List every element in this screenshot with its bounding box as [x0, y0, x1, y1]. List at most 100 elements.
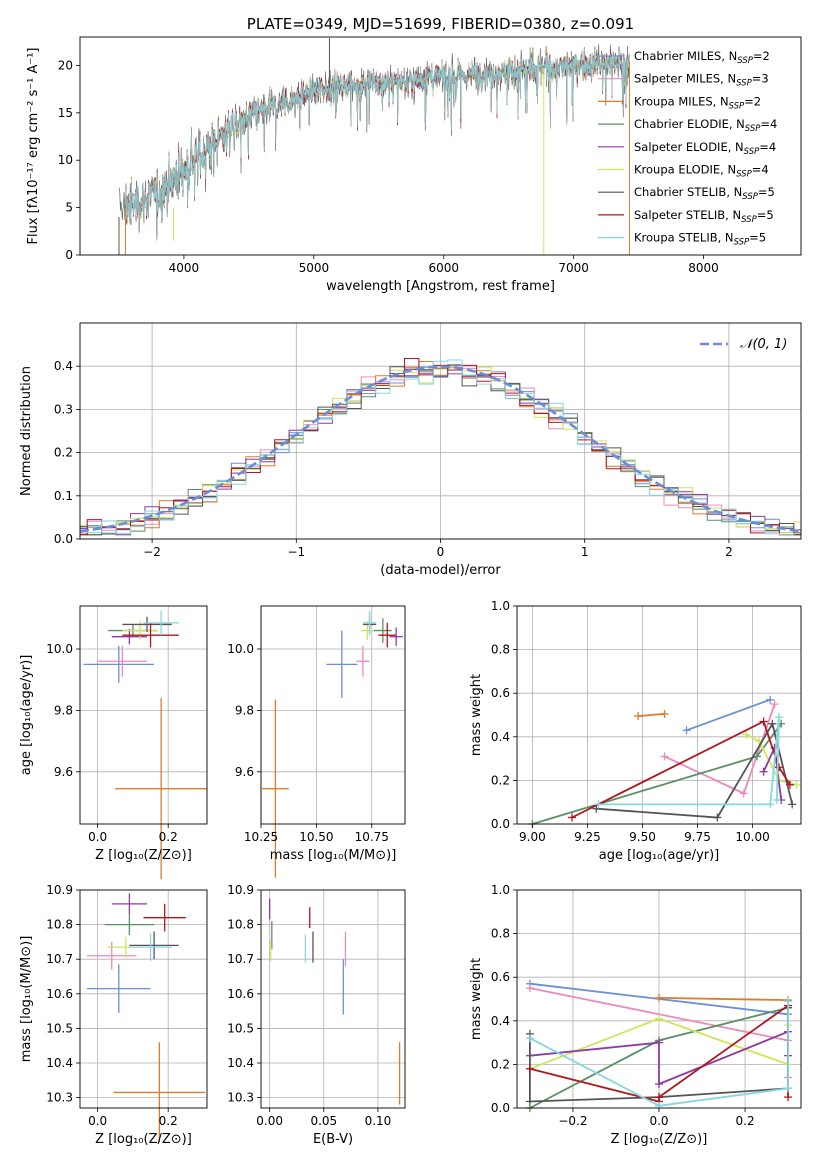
- legend-label: 𝒩(0, 1): [740, 337, 787, 352]
- y-axis-label: Normed distribution: [19, 366, 34, 496]
- axes-frame: [260, 889, 406, 1109]
- mass-weight-vs-age-chart: 9.00 9.25 9.50 9.75 10.00 0.0 0.2 0.4 0.6 0.8 1.0 a…: [469, 599, 802, 863]
- x-tick-label: 1: [581, 545, 589, 559]
- x-tick-label: −2: [143, 545, 161, 559]
- legend-label: Chabrier ELODIE, NSSP=4: [634, 117, 777, 134]
- x-tick-label: 0.2: [159, 1114, 178, 1128]
- y-tick-label: 0.3: [54, 402, 73, 416]
- y-tick-label: 9.6: [235, 765, 254, 779]
- x-tick-label: −1: [287, 545, 305, 559]
- x-tick-label: 7000: [558, 261, 589, 275]
- y-tick-label: 10.7: [46, 952, 73, 966]
- normal-distribution-curve: [80, 365, 801, 533]
- x-tick-label: 9.75: [684, 830, 711, 844]
- y-tick-label: 0.2: [54, 446, 73, 460]
- y-tick-label: 0.6: [491, 970, 510, 984]
- x-tick-label: 0.10: [365, 1114, 392, 1128]
- legend-label: Chabrier MILES, NSSP=2: [634, 49, 770, 66]
- y-tick-label: 10.0: [46, 642, 73, 656]
- x-tick-label: 9.00: [519, 830, 546, 844]
- x-axis-label: Z [log₁₀(Z/Z⊙)]: [95, 1132, 192, 1147]
- y-tick-label: 10.3: [46, 1091, 73, 1105]
- y-tick-label: 10.4: [46, 1056, 73, 1070]
- x-axis-label: age [log₁₀(age/yr)]: [599, 848, 720, 863]
- y-tick-label: 1.0: [491, 883, 510, 897]
- legend-label: Salpeter ELODIE, NSSP=4: [634, 140, 776, 157]
- y-axis-label: age [log₁₀(age/yr)]: [19, 655, 34, 776]
- y-tick-label: 10.0: [227, 642, 254, 656]
- y-tick-label: 0.1: [54, 489, 73, 503]
- y-tick-label: 0.8: [491, 927, 510, 941]
- x-axis-label: wavelength [Angstrom, rest frame]: [326, 279, 555, 294]
- y-tick-label: 9.6: [54, 765, 73, 779]
- mass-weight-line: [596, 721, 794, 819]
- x-tick-label: 0.05: [310, 1114, 337, 1128]
- spectrum-legend: Chabrier MILES, NSSP=2 Salpeter MILES, NS…: [598, 49, 777, 248]
- x-tick-label: 10.25: [244, 830, 278, 844]
- y-tick-label: 10.3: [227, 1091, 254, 1105]
- y-tick-label: 0.4: [54, 359, 73, 373]
- y-tick-label: 0.8: [491, 643, 510, 657]
- age-vs-Z-chart: 0.0 0.2 9.6 9.8 10.0 Z [log₁₀(Z/Z⊙)] age [log₁…: [19, 605, 208, 880]
- y-axis-label: mass [log₁₀(M/M⊙)]: [19, 936, 34, 1063]
- spectrum-series-line: [125, 50, 630, 241]
- x-axis-label: mass [log₁₀(M/M⊙)]: [270, 848, 397, 863]
- x-tick-label: 0.0: [88, 1114, 107, 1128]
- x-tick-label: −0.2: [558, 1114, 587, 1128]
- mass-weight-line: [658, 997, 789, 1001]
- y-tick-label: 0.2: [491, 773, 510, 787]
- y-tick-label: 10.9: [227, 883, 254, 897]
- y-tick-label: 10.8: [227, 918, 254, 932]
- y-axis-label: Flux [fλ10⁻¹⁷ erg cm⁻² s⁻¹ A⁻¹]: [26, 48, 41, 245]
- x-tick-label: 6000: [428, 261, 459, 275]
- x-axis-label: E(B-V): [313, 1132, 353, 1147]
- x-tick-label: 10.00: [735, 830, 769, 844]
- x-tick-label: 2: [725, 545, 733, 559]
- y-tick-label: 10.5: [227, 1021, 254, 1035]
- x-tick-label: 0.00: [256, 1114, 283, 1128]
- legend-label: Kroupa ELODIE, NSSP=4: [634, 163, 769, 180]
- y-tick-label: 1.0: [491, 599, 510, 613]
- x-tick-label: 9.50: [629, 830, 656, 844]
- y-tick-label: 0: [65, 248, 73, 262]
- y-tick-label: 10.7: [227, 952, 254, 966]
- axes-frame: [260, 605, 406, 825]
- y-axis-label: mass weight: [469, 674, 484, 756]
- y-tick-label: 0.2: [491, 1057, 510, 1071]
- x-axis-label: (data-model)/error: [380, 563, 501, 578]
- mass-weight-line: [529, 1001, 789, 1107]
- legend-label: Salpeter MILES, NSSP=3: [634, 72, 769, 89]
- axes-frame: [79, 889, 208, 1109]
- y-tick-label: 10.8: [46, 918, 73, 932]
- legend-label: Chabrier STELIB, NSSP=5: [634, 185, 775, 202]
- x-tick-label: 0.2: [736, 1114, 755, 1128]
- y-tick-label: 10.5: [46, 1021, 73, 1035]
- age-vs-mass-chart: 10.25 10.50 10.75 9.6 9.8 10.0 mass [log₁₀(M/M…: [227, 605, 406, 878]
- residual-histogram: [80, 358, 801, 536]
- spectrum-chart: 4000 5000 6000 7000 8000 0 5 10 15 20 wavelength […: [26, 15, 802, 294]
- y-tick-label: 10.4: [227, 1056, 254, 1070]
- x-tick-label: 9.25: [574, 830, 601, 844]
- y-tick-label: 20: [58, 58, 73, 72]
- y-tick-label: 0.4: [491, 730, 510, 744]
- mass-weight-vs-Z-chart: −0.2 0.0 0.2 0.0 0.2 0.4 0.6 0.8 1.0 Z [log₁₀(Z/Z…: [469, 883, 802, 1147]
- x-tick-label: 0.0: [88, 830, 107, 844]
- mass-vs-Z-chart: 0.0 0.2 10.3 10.4 10.5 10.6 10.7 10.8 10.9 Z [log…: [19, 883, 208, 1147]
- y-tick-label: 0.0: [54, 532, 73, 546]
- x-axis-label: Z [log₁₀(Z/Z⊙)]: [95, 848, 192, 863]
- mass-weight-line: [686, 698, 771, 732]
- y-tick-label: 0.6: [491, 686, 510, 700]
- residual-histogram: [80, 364, 801, 536]
- x-tick-label: 0.2: [159, 830, 178, 844]
- x-tick-label: 0.0: [649, 1114, 668, 1128]
- legend-label: Kroupa MILES, NSSP=2: [634, 94, 761, 111]
- mass-weight-line: [598, 717, 780, 806]
- legend-label: Kroupa STELIB, NSSP=5: [634, 231, 766, 248]
- x-tick-label: 5000: [299, 261, 330, 275]
- y-tick-label: 0.0: [491, 817, 510, 831]
- spectrum-plot-area: [118, 37, 631, 255]
- x-tick-label: 8000: [688, 261, 719, 275]
- chart-title: PLATE=0349, MJD=51699, FIBERID=0380, z=0…: [247, 15, 634, 33]
- y-tick-label: 10.9: [46, 883, 73, 897]
- mass-vs-EBV-chart: 0.00 0.05 0.10 10.3 10.4 10.5 10.6 10.7 10.8 10.9…: [227, 883, 406, 1147]
